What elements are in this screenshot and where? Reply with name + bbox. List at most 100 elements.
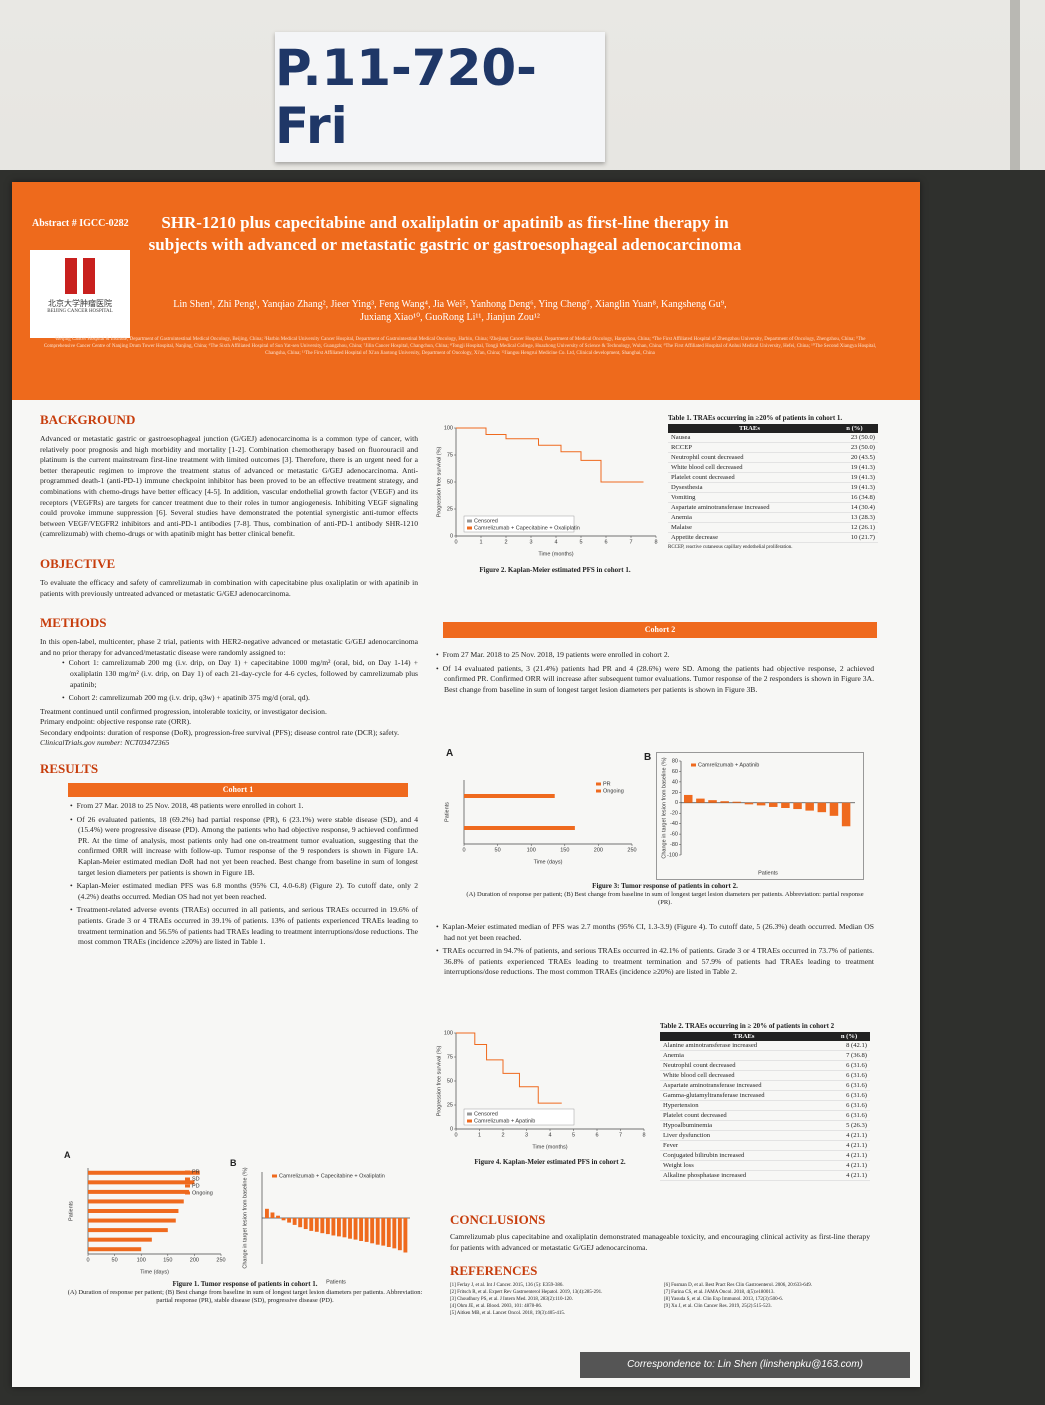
change-bar — [298, 1218, 303, 1228]
response-bar — [88, 1170, 200, 1175]
table-cell: 10 (21.7) — [830, 532, 878, 543]
caption-title: Figure 2. Kaplan-Meier estimated PFS in … — [479, 566, 631, 574]
table-cell: Dysesthesia — [668, 482, 831, 493]
change-bar — [397, 1218, 402, 1251]
reference: [4] Ohm JE, et al. Blood. 2003, 101: 487… — [450, 1304, 543, 1310]
legend-label: Camrelizumab + Apatinib — [698, 762, 759, 768]
paragraph: In this open-label, multicenter, phase 2… — [40, 637, 418, 657]
y-axis-label: Patients — [68, 1201, 74, 1221]
table-cell: Neutrophil count decreased — [660, 1060, 828, 1071]
reference-column: [1] Ferlay J, et al. Int J Cancer. 2015,… — [450, 1282, 656, 1317]
caption-note: (A) Duration of response per patient; (B… — [466, 891, 864, 906]
x-tick-label: 2 — [504, 539, 507, 545]
poster-header — [12, 182, 920, 400]
response-bar — [88, 1180, 195, 1185]
panel-label: B — [230, 1158, 237, 1168]
reference: [1] Ferlay J, et al. Int J Cancer. 2015,… — [450, 1283, 564, 1289]
table: TRAEs n (%) Alanine aminotransferase incre… — [660, 1032, 870, 1181]
paragraph: Camrelizumab plus capecitabine and oxali… — [450, 1232, 870, 1252]
change-bar — [841, 802, 851, 827]
change-bar — [403, 1218, 408, 1253]
table-caption: Table 2. TRAEs occurring in ≥ 20% of pat… — [660, 1022, 835, 1030]
change-bar — [292, 1218, 297, 1225]
table-row: Platelet count decreased 19 (41.3) — [668, 472, 878, 483]
figure-caption: Figure 1. Tumor response of patients in … — [60, 1280, 430, 1305]
table-cell: Malaise — [668, 522, 831, 533]
caption-note: (A) Duration of response per patient; (B… — [67, 1289, 423, 1304]
table-row: Aspartate aminotransferase increased 14 (… — [668, 502, 878, 513]
figure: Patients Time (days) 0 50 100 150 200 250 PR Ongo… — [440, 772, 640, 868]
x-tick-label: 6 — [604, 539, 607, 545]
table-cell: 16 (34.8) — [830, 492, 878, 503]
legend-swatch — [596, 782, 601, 786]
legend-swatch — [185, 1170, 190, 1174]
response-bar — [464, 826, 575, 830]
table-cell: Alanine aminotransferase increased — [660, 1041, 828, 1051]
change-bar — [342, 1218, 347, 1238]
legend-swatch — [185, 1184, 190, 1188]
y-tick-label: -100 — [667, 852, 678, 858]
table-cell: Gamma-glutamyltransferase increased — [660, 1090, 828, 1101]
chart: Progression free survival (%) Time (month… — [436, 425, 657, 557]
y-tick-label: 25 — [447, 506, 453, 512]
table-row: Aspartate aminotransferase increased 6 (3… — [660, 1080, 870, 1091]
legend-swatch — [185, 1191, 190, 1195]
figure-caption: Figure 4. Kaplan-Meier estimated PFS in … — [440, 1158, 660, 1167]
response-bar — [464, 794, 555, 798]
reference: [2] Fritsch R, et al. Expert Rev Gastroe… — [450, 1290, 603, 1296]
x-tick-label: 100 — [137, 1257, 146, 1263]
y-axis-label: Progression free survival (%) — [436, 1046, 442, 1117]
cohort-bar: Cohort 1 — [68, 783, 408, 798]
table-cell: Nausea — [668, 433, 831, 443]
x-tick-label: 150 — [163, 1257, 172, 1263]
change-bar — [270, 1212, 275, 1218]
x-axis-label: Time (days) — [140, 1269, 169, 1275]
paragraph: ClinicalTrials.gov number: NCT03472365 — [40, 738, 170, 748]
correspondence: Correspondence to: Lin Shen (linshenpku@… — [580, 1352, 910, 1378]
table-cell: 6 (31.6) — [828, 1100, 870, 1111]
x-tick-label: 4 — [548, 1132, 551, 1138]
change-bar — [829, 802, 839, 816]
chart: Patients Time (days) 0 50 100 150 200 250 PROngo… — [444, 780, 637, 865]
table-cell: 6 (31.6) — [828, 1090, 870, 1101]
panel-label: A — [64, 1150, 71, 1160]
y-tick-label: -40 — [670, 821, 678, 827]
table-cell: 4 (21.1) — [828, 1170, 870, 1181]
legend-swatch — [272, 1174, 277, 1178]
x-axis-label: Time (days) — [534, 859, 563, 865]
legend-label: Censored — [474, 518, 498, 524]
section-heading: REFERENCES — [450, 1263, 538, 1279]
paragraph: Primary endpoint: objective response rat… — [40, 717, 191, 727]
table-row: White blood cell decreased 19 (41.3) — [668, 462, 878, 473]
legend-label: SD — [192, 1176, 200, 1182]
paragraph: Treatment continued until confirmed prog… — [40, 706, 327, 716]
bullet: Of 14 evaluated patients, 3 (21.4%) pati… — [434, 664, 874, 696]
section-heading: CONCLUSIONS — [450, 1212, 546, 1227]
legend-swatch — [467, 1119, 472, 1123]
response-bar — [88, 1209, 179, 1213]
table-cell: Neutrophil count decreased — [668, 452, 831, 463]
y-tick-label: -60 — [670, 832, 678, 838]
x-tick-label: 5 — [579, 539, 582, 545]
table-cell: 6 (31.6) — [828, 1060, 870, 1071]
table-row: Weight loss 4 (21.1) — [660, 1160, 870, 1171]
x-tick-label: 50 — [112, 1257, 118, 1263]
y-tick-label: 50 — [447, 479, 453, 485]
table-caption: Table 1. TRAEs occurring in ≥20% of pati… — [668, 414, 843, 422]
table-2: Table 2. TRAEs occurring in ≥ 20% of pat… — [660, 1022, 870, 1181]
table-cell: 5 (26.3) — [828, 1120, 870, 1131]
change-bar — [309, 1218, 314, 1231]
logo-mark — [65, 258, 95, 294]
figure: Change in target lesion from baseline (%… — [238, 1164, 418, 1288]
legend-label: Ongoing — [192, 1190, 213, 1196]
table-row: Conjugated bilirubin increased 4 (21.1) — [660, 1150, 870, 1161]
paragraph: Secondary endpoints: duration of respons… — [40, 727, 400, 737]
panel-label: A — [446, 748, 454, 759]
reference-list: [1] Ferlay J, et al. Int J Cancer. 2015,… — [450, 1282, 870, 1317]
y-tick-label: 75 — [447, 452, 453, 458]
y-axis-label: Patients — [444, 802, 450, 822]
figure-caption: Figure 3: Tumor response of patients in … — [460, 882, 870, 907]
caption-title: Figure 3: Tumor response of patients in … — [592, 882, 738, 890]
legend-swatch — [691, 763, 696, 767]
bullet: Cohort 1: camrelizumab 200 mg (i.v. drip… — [60, 658, 418, 690]
